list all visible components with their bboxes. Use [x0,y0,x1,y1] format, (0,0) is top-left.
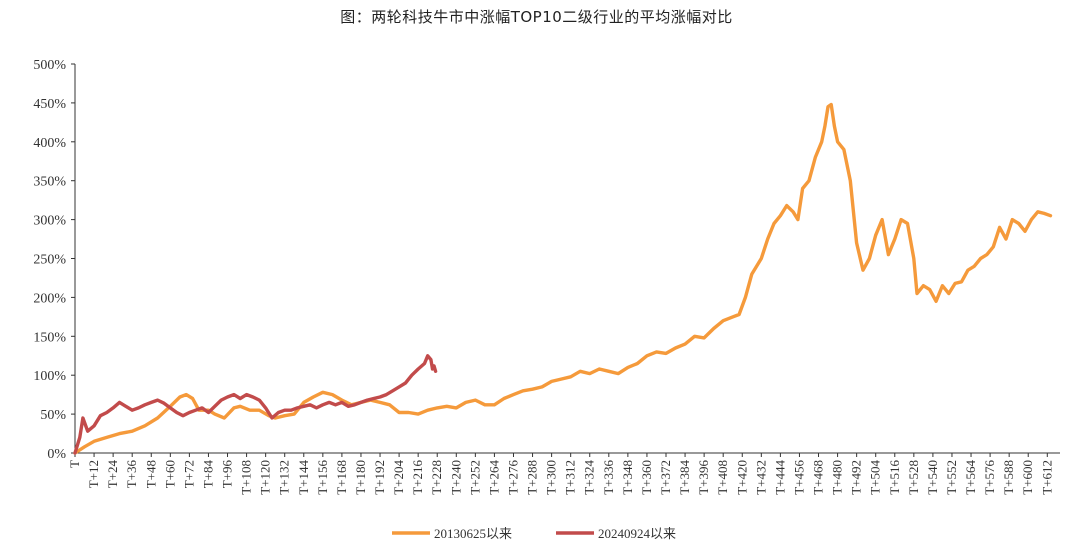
y-tick-label: 350% [33,175,66,190]
x-tick-label: T+12 [86,460,101,488]
x-tick-label: T+96 [220,460,235,489]
x-tick-label: T+228 [429,460,444,495]
x-tick-label: T+324 [582,460,597,495]
x-tick-label: T+132 [277,460,292,495]
x-tick-label: T+480 [830,460,845,495]
x-tick-label: T+396 [696,460,711,495]
x-tick-label: T+144 [296,460,311,495]
series-layer [73,102,1053,455]
x-tick-label: T+264 [486,460,501,495]
x-tick-label: T+48 [143,460,158,488]
x-tick-label: T+120 [258,460,273,495]
x-tick-label: T+168 [334,460,349,495]
x-tick-label: T+192 [372,460,387,495]
y-tick-label: 200% [33,291,66,306]
x-tick-label: T [67,460,82,468]
x-tick-label: T+492 [849,460,864,495]
x-axis: T T+12 T+24 T+36 T+48 T+60 T+72 T+84 T+96 T+108 T+… [67,452,1060,495]
x-tick-label: T+60 [162,460,177,488]
series-line-2 [73,354,438,455]
x-tick-label: T+516 [887,460,902,495]
y-tick-label: 300% [33,214,66,229]
x-tick-label: T+180 [353,460,368,495]
x-tick-label: T+288 [525,460,540,495]
x-tick-label: T+156 [315,460,330,495]
x-tick-label: T+72 [181,460,196,488]
x-tick-label: T+504 [868,460,883,495]
x-tick-label: T+612 [1039,460,1054,495]
x-tick-label: T+384 [677,460,692,495]
chart-title: 图：两轮科技牛市中涨幅TOP10二级行业的平均涨幅对比 [340,8,733,26]
x-tick-label: T+432 [753,460,768,495]
x-tick-label: T+528 [906,460,921,495]
x-tick-label: T+468 [811,460,826,495]
y-tick-label: 400% [33,136,66,151]
y-tick-label: 150% [33,330,66,345]
x-tick-label: T+540 [925,460,940,495]
x-tick-label: T+240 [448,460,463,495]
y-tick-label: 250% [33,253,66,268]
x-tick-label: T+456 [791,460,806,495]
x-tick-label: T+408 [715,460,730,495]
x-tick-label: T+360 [639,460,654,495]
y-tick-label: 100% [33,369,66,384]
legend-label-1: 20130625以来 [434,526,512,541]
x-tick-label: T+444 [772,460,787,495]
x-tick-label: T+348 [620,460,635,495]
x-tick-label: T+252 [467,460,482,495]
y-tick-label: 500% [33,58,66,73]
y-axis: 0% 50% 100% 150% 200% 250% 300% 350% 400% 450% 500… [33,58,76,462]
x-tick-label: T+564 [963,460,978,495]
x-tick-label: T+372 [658,460,673,495]
x-tick-label: T+24 [105,460,120,489]
x-tick-label: T+312 [563,460,578,495]
x-tick-label: T+420 [734,460,749,495]
x-tick-label: T+336 [601,460,616,495]
y-tick-label: 0% [47,447,66,462]
y-tick-label: 50% [40,408,66,423]
x-tick-label: T+36 [124,460,139,489]
x-tick-label: T+276 [505,460,520,495]
x-tick-label: T+600 [1020,460,1035,495]
x-tick-label: T+300 [544,460,559,495]
x-tick-label: T+108 [239,460,254,495]
x-tick-label: T+84 [200,460,215,489]
x-tick-label: T+204 [391,460,406,495]
x-tick-label: T+588 [1001,460,1016,495]
legend-label-2: 20240924以来 [598,526,676,541]
y-tick-label: 450% [33,97,66,112]
legend: 20130625以来 20240924以来 [392,526,676,541]
x-tick-label: T+576 [982,460,997,495]
x-tick-label: T+216 [410,460,425,495]
x-tick-label: T+552 [944,460,959,495]
